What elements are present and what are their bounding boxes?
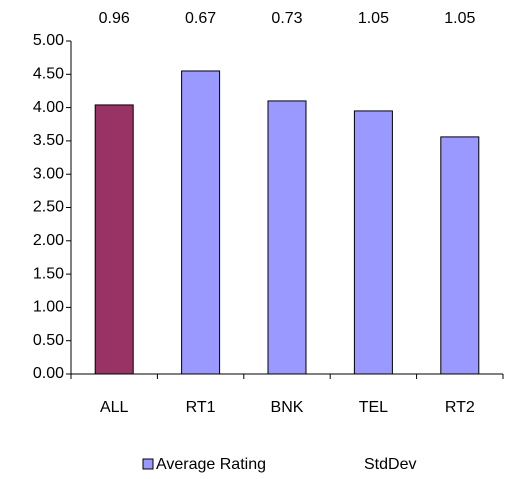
stddev-label: 1.05 bbox=[358, 10, 389, 27]
bar bbox=[440, 136, 480, 375]
y-tick-label: 2.50 bbox=[33, 199, 64, 216]
bar bbox=[267, 100, 307, 375]
x-tick-label: BNK bbox=[271, 399, 304, 416]
y-tick-label: 0.00 bbox=[33, 365, 64, 382]
x-tick-label: ALL bbox=[100, 399, 129, 416]
legend-label: StdDev bbox=[364, 456, 416, 473]
x-tick-label: RT1 bbox=[186, 399, 216, 416]
stddev-label: 0.96 bbox=[99, 10, 130, 27]
x-tick-label: TEL bbox=[359, 399, 388, 416]
stddev-label: 0.67 bbox=[185, 10, 216, 27]
y-tick-label: 4.50 bbox=[33, 66, 64, 83]
bar bbox=[353, 110, 393, 375]
bar bbox=[94, 104, 134, 375]
y-tick-label: 0.50 bbox=[33, 332, 64, 349]
y-tick-label: 3.50 bbox=[33, 132, 64, 149]
y-tick-label: 3.00 bbox=[33, 165, 64, 182]
x-tick-label: RT2 bbox=[445, 399, 475, 416]
y-tick-label: 5.00 bbox=[33, 32, 64, 49]
stddev-label: 1.05 bbox=[444, 10, 475, 27]
y-tick-label: 2.00 bbox=[33, 232, 64, 249]
legend-swatch bbox=[142, 458, 154, 470]
y-tick-label: 1.00 bbox=[33, 299, 64, 316]
bar bbox=[181, 70, 221, 375]
legend-label: Average Rating bbox=[156, 456, 266, 473]
stddev-label: 0.73 bbox=[271, 10, 302, 27]
y-tick-label: 4.00 bbox=[33, 99, 64, 116]
y-tick-label: 1.50 bbox=[33, 265, 64, 282]
